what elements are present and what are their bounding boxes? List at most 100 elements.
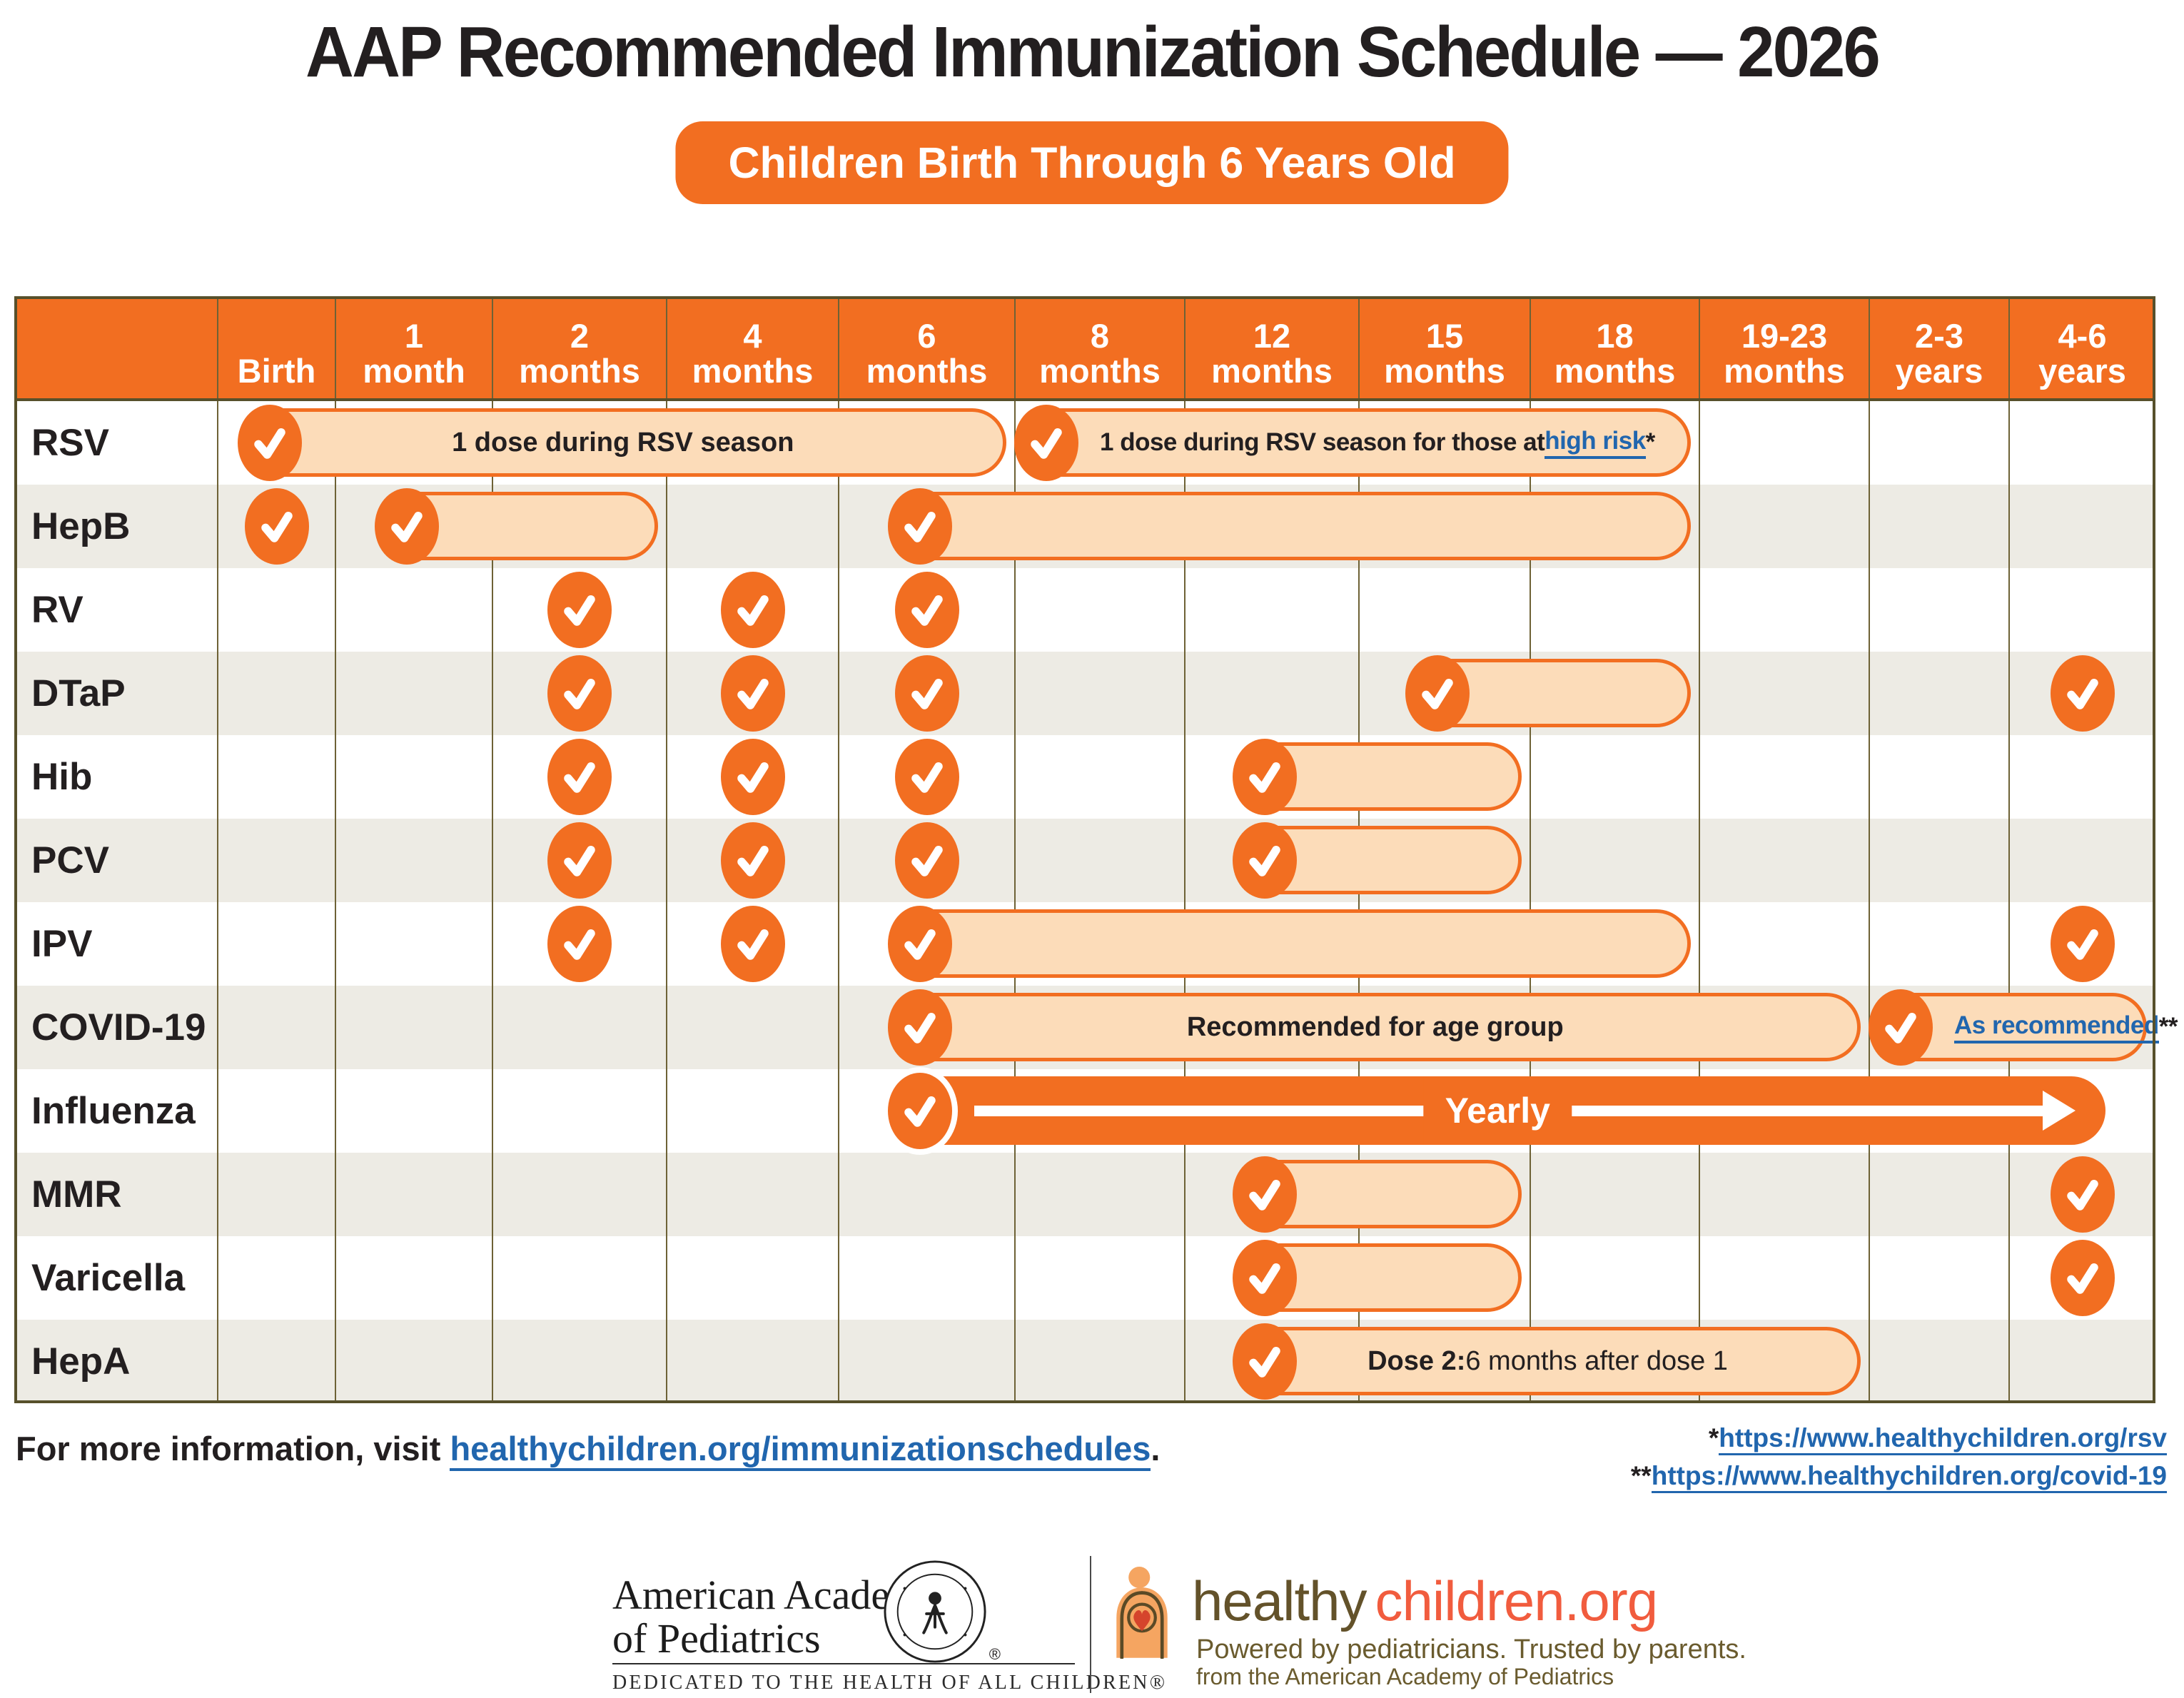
vaccine-label: HepA (31, 1340, 131, 1383)
check-icon (2050, 655, 2115, 732)
aap-seal-icon: ® (882, 1559, 1001, 1668)
column-header: 19-23 months (1699, 296, 1869, 398)
high-risk-link[interactable]: high risk (1545, 427, 1646, 459)
column-gridline (1530, 296, 1531, 1403)
table-border (14, 296, 2155, 299)
yearly-arrow-bar: Yearly (889, 1076, 2105, 1145)
more-info-prefix: For more information, visit (16, 1430, 450, 1467)
hc-from-line: from the American Academy of Pediatrics (1196, 1664, 1614, 1689)
check-icon (1405, 655, 1470, 732)
covid-footnote-link[interactable]: https://www.healthychildren.org/covid-19 (1651, 1461, 2167, 1493)
table-row: DTaP (14, 652, 2155, 735)
check-icon (720, 906, 785, 982)
column-header-line: years (1895, 352, 1983, 390)
column-header: 2-3 years (1869, 296, 2009, 398)
more-info-period: . (1151, 1430, 1161, 1467)
rsv-footnote-link[interactable]: https://www.healthychildren.org/rsv (1719, 1423, 2167, 1455)
more-info-text: For more information, visit healthychild… (16, 1429, 1161, 1471)
column-header-line: month (363, 352, 465, 390)
column-header-line: 8 (1090, 317, 1110, 355)
pill-text: * (1645, 428, 1656, 456)
column-header-line: 2 (570, 317, 590, 355)
vaccine-label: Influenza (31, 1090, 196, 1132)
check-icon (887, 488, 952, 565)
column-header-line: years (2038, 352, 2126, 390)
aap-logo-name-line2: of Pediatrics (612, 1615, 821, 1662)
footnotes: *https://www.healthychildren.org/rsv **h… (1631, 1419, 2167, 1495)
check-icon (2050, 906, 2115, 982)
column-header-line: 1 (404, 317, 424, 355)
column-header-line: months (1724, 352, 1845, 390)
check-icon (547, 739, 612, 815)
check-icon (720, 739, 785, 815)
column-header-line: Birth (237, 352, 316, 390)
column-header: 8 months (1015, 296, 1185, 398)
schedule-pill: 1 dose during RSV season for those at hi… (1016, 408, 1691, 477)
footnote-rsv: *https://www.healthychildren.org/rsv (1631, 1419, 2167, 1457)
vaccine-label: RV (31, 589, 84, 631)
wordmark-children-org: children.org (1375, 1570, 1659, 1632)
column-header: 4-6 years (2009, 296, 2155, 398)
pill-text: Dose 2: (1367, 1345, 1466, 1376)
column-gridline (1699, 296, 1700, 1403)
vaccine-label: HepB (31, 505, 131, 547)
column-header-line: months (692, 352, 814, 390)
age-range-badge: Children Birth Through 6 Years Old (675, 121, 1509, 204)
check-icon (1233, 822, 1297, 899)
column-header-line: 18 (1596, 317, 1634, 355)
check-icon (1233, 1240, 1297, 1316)
column-gridline (217, 296, 218, 1403)
check-icon (720, 572, 785, 648)
table-header-background (14, 296, 2155, 398)
check-icon (720, 822, 785, 899)
check-icon (244, 488, 309, 565)
page-title: AAP Recommended Immunization Schedule — … (305, 12, 1881, 92)
arrow-head-icon (2043, 1091, 2076, 1131)
pill-text: Recommended for age group (1186, 1011, 1564, 1042)
check-icon (894, 572, 959, 648)
check-icon (1869, 989, 1933, 1066)
column-header-empty (14, 296, 218, 398)
column-header-line: 4 (743, 317, 762, 355)
footnote-covid-asterisk: ** (1630, 1461, 1652, 1490)
table-border (14, 296, 17, 1403)
as-recommended-link[interactable]: As recommended (1954, 1011, 2159, 1043)
check-icon (887, 906, 952, 982)
column-header: 12 months (1185, 296, 1359, 398)
vaccine-label: Varicella (31, 1257, 186, 1299)
immunization-schedule-table: RSV HepB RV DTaP Hib PCV IPV COVID-19 Influenza M… (14, 296, 2178, 1403)
column-header-line: months (1211, 352, 1333, 390)
logo-divider (1090, 1556, 1091, 1693)
check-icon (1014, 405, 1078, 481)
table-row: Varicella (14, 1236, 2155, 1320)
pill-text: 1 dose during RSV season for those at (1100, 428, 1545, 456)
aap-logo-motto: DEDICATED TO THE HEALTH OF ALL CHILDREN® (612, 1672, 1168, 1694)
check-icon (547, 572, 612, 648)
vaccine-label: PCV (31, 839, 109, 881)
vaccine-label: DTaP (31, 672, 126, 714)
column-header-line: months (1384, 352, 1505, 390)
check-icon (894, 739, 959, 815)
column-header-line: months (1039, 352, 1161, 390)
wordmark-healthy: healthy (1192, 1570, 1367, 1632)
vaccine-label: Hib (31, 756, 93, 798)
check-icon (887, 989, 952, 1066)
pill-text: 6 months after dose 1 (1465, 1345, 1728, 1376)
healthychildren-wordmark: healthy children.org (1192, 1569, 1659, 1634)
check-icon (1233, 1156, 1297, 1233)
column-header: 6 months (839, 296, 1015, 398)
schedule-pill (889, 492, 1691, 560)
check-icon (1233, 1323, 1297, 1400)
table-row: MMR (14, 1153, 2155, 1236)
schedule-pill: 1 dose during RSV season (239, 408, 1006, 477)
column-gridline (492, 296, 493, 1403)
yearly-label: Yearly (1423, 1076, 1572, 1145)
schedule-pill: Recommended for age group (889, 993, 1861, 1061)
column-gridline (1184, 296, 1185, 1403)
immunization-schedules-link[interactable]: healthychildren.org/immunizationschedule… (450, 1430, 1151, 1471)
check-icon (894, 822, 959, 899)
aap-seal-registered-mark: ® (989, 1645, 1001, 1663)
column-header-line: months (519, 352, 640, 390)
column-gridline (1014, 296, 1016, 1403)
column-header-line: 2-3 (1915, 317, 1963, 355)
